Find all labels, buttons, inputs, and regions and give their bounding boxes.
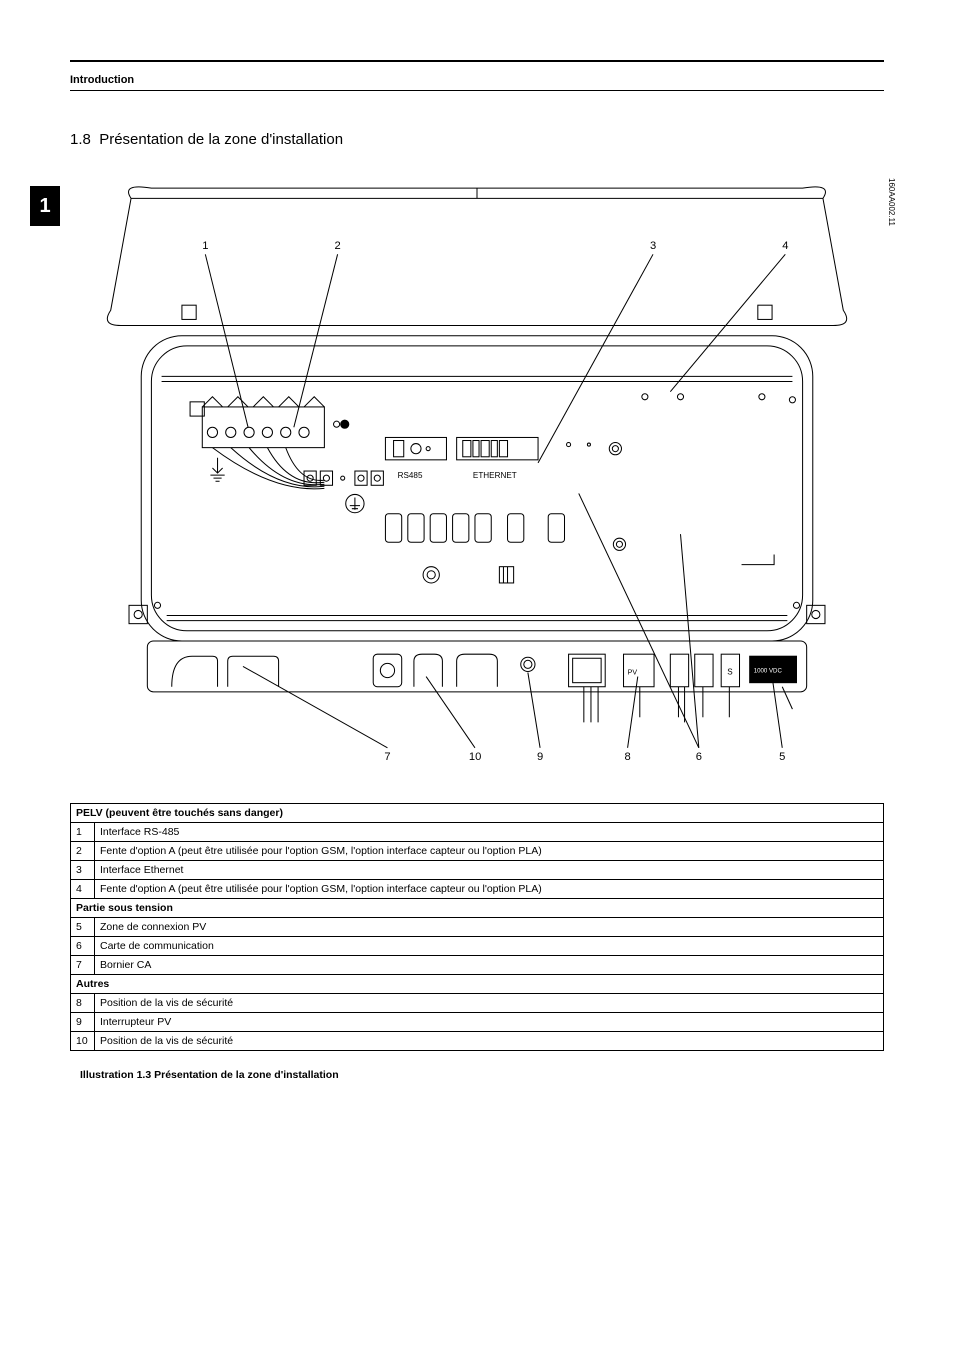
figure-reference-code: 160AA002.11 bbox=[887, 178, 896, 226]
figure-caption: Illustration 1.3 Présentation de la zone… bbox=[80, 1069, 884, 1081]
label-vdc: 1000 VDC bbox=[754, 667, 783, 674]
legend-row-text: Fente d'option A (peut être utilisée pou… bbox=[95, 842, 884, 861]
section-heading: 1.8 Présentation de la zone d'installati… bbox=[70, 131, 884, 148]
chapter-tab: 1 bbox=[30, 186, 60, 226]
legend-row-text: Position de la vis de sécurité bbox=[95, 994, 884, 1013]
legend-row-number: 2 bbox=[71, 842, 95, 861]
table-row: 6Carte de communication bbox=[71, 937, 884, 956]
section-number: 1.8 bbox=[70, 131, 91, 148]
legend-row-text: Zone de connexion PV bbox=[95, 918, 884, 937]
table-row: 4Fente d'option A (peut être utilisée po… bbox=[71, 880, 884, 899]
section-title-text: Présentation de la zone d'installation bbox=[99, 131, 343, 148]
callout-10: 10 bbox=[469, 751, 481, 763]
legend-row-text: Position de la vis de sécurité bbox=[95, 1032, 884, 1051]
legend-row-text: Carte de communication bbox=[95, 937, 884, 956]
legend-row-number: 7 bbox=[71, 956, 95, 975]
label-s: S bbox=[727, 668, 733, 677]
legend-row-text: Bornier CA bbox=[95, 956, 884, 975]
callout-1: 1 bbox=[202, 240, 208, 252]
connector-row bbox=[385, 514, 564, 542]
table-row: 8Position de la vis de sécurité bbox=[71, 994, 884, 1013]
legend-group-header: Autres bbox=[71, 975, 884, 994]
callout-9: 9 bbox=[537, 751, 543, 763]
legend-row-number: 4 bbox=[71, 880, 95, 899]
legend-table: PELV (peuvent être touchés sans danger)1… bbox=[70, 803, 884, 1051]
legend-row-text: Interrupteur PV bbox=[95, 1013, 884, 1032]
callout-5: 5 bbox=[779, 751, 785, 763]
header-section-label: Introduction bbox=[70, 70, 884, 90]
legend-row-number: 1 bbox=[71, 823, 95, 842]
legend-group-header: Partie sous tension bbox=[71, 899, 884, 918]
legend-row-number: 5 bbox=[71, 918, 95, 937]
table-row: 10Position de la vis de sécurité bbox=[71, 1032, 884, 1051]
legend-row-number: 9 bbox=[71, 1013, 95, 1032]
label-rs485: RS485 bbox=[398, 471, 423, 480]
legend-row-number: 8 bbox=[71, 994, 95, 1013]
callout-6: 6 bbox=[696, 751, 702, 763]
callout-4: 4 bbox=[782, 240, 788, 252]
table-row: 3Interface Ethernet bbox=[71, 861, 884, 880]
figure-container: 160AA002.11 1 2 3 4 bbox=[70, 178, 884, 773]
callout-3: 3 bbox=[650, 240, 656, 252]
legend-row-text: Interface RS-485 bbox=[95, 823, 884, 842]
page-header: Introduction bbox=[70, 60, 884, 91]
legend-row-number: 6 bbox=[71, 937, 95, 956]
legend-row-number: 10 bbox=[71, 1032, 95, 1051]
table-row: 7Bornier CA bbox=[71, 956, 884, 975]
callout-7: 7 bbox=[384, 751, 390, 763]
table-row: 9Interrupteur PV bbox=[71, 1013, 884, 1032]
caption-text: Présentation de la zone d'installation bbox=[154, 1069, 339, 1081]
table-row: 5Zone de connexion PV bbox=[71, 918, 884, 937]
legend-row-text: Interface Ethernet bbox=[95, 861, 884, 880]
caption-number: Illustration 1.3 bbox=[80, 1069, 151, 1081]
legend-row-text: Fente d'option A (peut être utilisée pou… bbox=[95, 880, 884, 899]
legend-group-header: PELV (peuvent être touchés sans danger) bbox=[71, 804, 884, 823]
legend-row-number: 3 bbox=[71, 861, 95, 880]
installation-area-diagram: 1 2 3 4 bbox=[70, 178, 884, 768]
table-row: 2Fente d'option A (peut être utilisée po… bbox=[71, 842, 884, 861]
label-pv: PV bbox=[628, 669, 638, 677]
callout-8: 8 bbox=[625, 751, 631, 763]
label-ethernet: ETHERNET bbox=[473, 471, 517, 480]
callout-2: 2 bbox=[335, 240, 341, 252]
table-row: 1Interface RS-485 bbox=[71, 823, 884, 842]
